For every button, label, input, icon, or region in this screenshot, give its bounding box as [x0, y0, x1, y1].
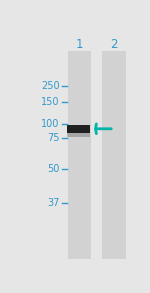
- Text: 50: 50: [47, 164, 59, 174]
- Bar: [68, 51, 91, 258]
- Bar: [67, 125, 90, 133]
- Bar: [67, 133, 90, 137]
- Text: 2: 2: [110, 38, 118, 51]
- Text: 100: 100: [41, 119, 59, 129]
- Text: 1: 1: [75, 38, 83, 51]
- Text: 37: 37: [47, 198, 59, 208]
- Text: 150: 150: [41, 97, 59, 107]
- Text: 75: 75: [47, 133, 59, 143]
- Bar: [102, 51, 126, 258]
- Text: 250: 250: [41, 81, 59, 91]
